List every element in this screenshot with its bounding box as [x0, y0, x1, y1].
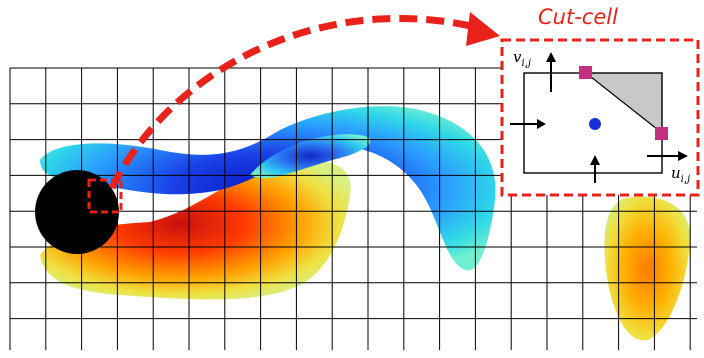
v-symbol: v	[513, 48, 522, 66]
cell-center-marker	[589, 118, 601, 130]
u-symbol: u	[671, 164, 681, 182]
v-arrow-head	[546, 52, 556, 62]
v-velocity-label: vi,j	[513, 48, 531, 69]
cut-cell-inset: vi,j ui,j	[500, 38, 700, 197]
u-subscript: i,j	[681, 174, 690, 185]
cut-cell-highlight	[87, 178, 123, 214]
positive-vortex-far	[604, 196, 691, 341]
cut-line	[585, 72, 663, 134]
inset-title: Cut-cell	[538, 5, 618, 29]
left-flux-arrow-head	[537, 119, 546, 129]
inset-frame	[500, 38, 700, 197]
cut-face-marker-top	[579, 66, 592, 79]
u-velocity-label: ui,j	[671, 164, 690, 185]
v-subscript: i,j	[521, 58, 530, 69]
computational-grid	[9, 67, 697, 350]
zoom-arrow	[108, 14, 481, 190]
cylinder	[35, 170, 119, 254]
negative-vortex-lobe	[250, 134, 371, 179]
cut-face-marker-right	[655, 127, 668, 140]
negative-vortex-upper	[40, 106, 496, 271]
u-arrow-head	[678, 151, 688, 161]
bottom-flux-arrow-head	[590, 155, 600, 165]
zoom-arrow-head	[466, 12, 500, 46]
